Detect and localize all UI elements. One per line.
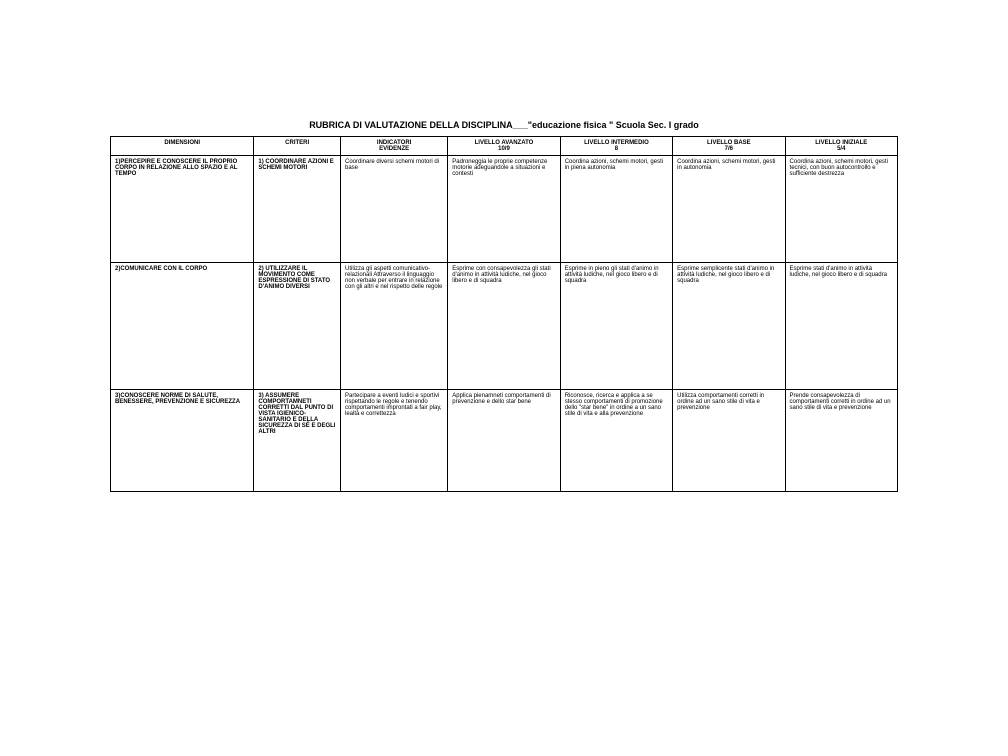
header-base-sub: 7/6 <box>677 146 780 152</box>
cell-indicatore: Coordinare diversi schemi motori di base <box>341 156 448 263</box>
table-row: 1)PERCEPIRE E CONOSCERE IL PROPRIO CORPO… <box>111 156 898 263</box>
header-criteri: CRITERI <box>254 137 341 156</box>
header-livello-base: LIVELLO BASE 7/6 <box>673 137 785 156</box>
table-row: 2)COMUNICARE CON IL CORPO 2) UTILIZZARE … <box>111 263 898 390</box>
cell-criterio: 1) COORDINARE AZIONI E SCHEMI MOTORI <box>254 156 341 263</box>
cell-intermedio: Riconosce, ricerca e applica a se stesso… <box>560 390 672 492</box>
cell-dimensione: 2)COMUNICARE CON IL CORPO <box>111 263 254 390</box>
cell-base: Utilizza comportamenti corretti in ordin… <box>673 390 785 492</box>
cell-iniziale: Esprime stati d'animo in attività ludich… <box>785 263 897 390</box>
cell-iniziale: Prende consapevolezza di comportamenti c… <box>785 390 897 492</box>
header-livello-iniziale: LIVELLO INIZIALE 5/4 <box>785 137 897 156</box>
header-iniziale-sub: 5/4 <box>790 146 893 152</box>
cell-dimensione: 3)CONOSCERE NORME DI SALUTE, BENESSERE, … <box>111 390 254 492</box>
cell-indicatore: Utilizza gli aspetti comunicativo-relazi… <box>341 263 448 390</box>
cell-intermedio: Esprime in pieno gli stati d'animo in at… <box>560 263 672 390</box>
header-livello-intermedio: LIVELLO INTERMEDIO 8 <box>560 137 672 156</box>
cell-criterio: 2) UTILIZZARE IL MOVIMENTO COME ESPRESSI… <box>254 263 341 390</box>
cell-avanzato: Padroneggia le proprie competenze motori… <box>448 156 560 263</box>
header-livello-avanzato: LIVELLO AVANZATO 10/9 <box>448 137 560 156</box>
cell-intermedio: Coordina azioni, schemi motori, gesti in… <box>560 156 672 263</box>
header-dimensioni: DIMENSIONI <box>111 137 254 156</box>
header-intermedio-sub: 8 <box>565 146 668 152</box>
cell-dimensione: 1)PERCEPIRE E CONOSCERE IL PROPRIO CORPO… <box>111 156 254 263</box>
cell-avanzato: Applica pienamneti comportamenti di prev… <box>448 390 560 492</box>
cell-avanzato: Esprime con consapevolezza gli stati d'a… <box>448 263 560 390</box>
table-row: 3)CONOSCERE NORME DI SALUTE, BENESSERE, … <box>111 390 898 492</box>
page-title: RUBRICA DI VALUTAZIONE DELLA DISCIPLINA_… <box>110 120 898 130</box>
cell-indicatore: Partecipare a eventi ludici e sportivi r… <box>341 390 448 492</box>
header-avanzato-sub: 10/9 <box>452 146 555 152</box>
rubric-page: RUBRICA DI VALUTAZIONE DELLA DISCIPLINA_… <box>0 0 1008 492</box>
cell-criterio: 3) ASSUMERE COMPORTAMNETI CORRETTI DAL P… <box>254 390 341 492</box>
rubric-table: DIMENSIONI CRITERI INDICATORI EVIDENZE L… <box>110 136 898 492</box>
header-row: DIMENSIONI CRITERI INDICATORI EVIDENZE L… <box>111 137 898 156</box>
cell-base: Esprime semplicente stati d'animo in att… <box>673 263 785 390</box>
cell-iniziale: Coordina azioni, schemi motori, gesti te… <box>785 156 897 263</box>
header-indicatori: INDICATORI EVIDENZE <box>341 137 448 156</box>
cell-base: Coordina azioni, schemi motori, gesti in… <box>673 156 785 263</box>
header-indicatori-sub: EVIDENZE <box>345 146 443 152</box>
